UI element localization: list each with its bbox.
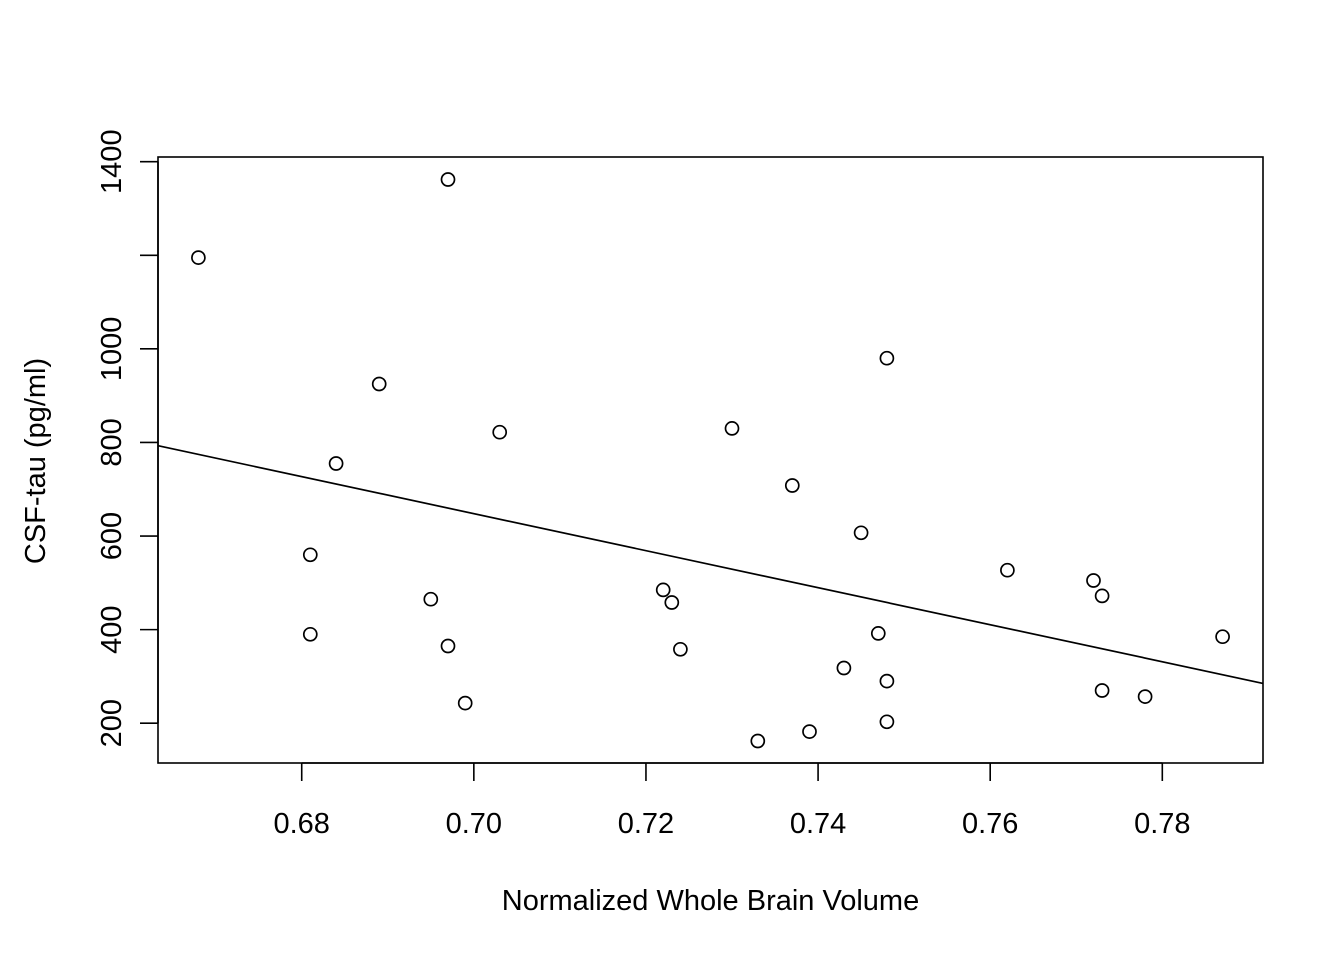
x-tick-label: 0.70 — [446, 808, 502, 840]
data-point — [1137, 689, 1153, 704]
data-point — [836, 660, 852, 676]
data-point — [1094, 683, 1110, 698]
data-point — [440, 172, 456, 187]
y-tick-label: 600 — [96, 512, 128, 560]
x-tick-label: 0.68 — [273, 808, 329, 840]
data-point — [750, 733, 766, 749]
data-point — [879, 673, 895, 689]
y-axis: 200 400 600 800 1000 1400 — [96, 129, 159, 747]
data-point — [673, 641, 688, 657]
x-tick-label: 0.78 — [1134, 808, 1190, 840]
points-layer — [191, 172, 1230, 749]
x-axis-label: Normalized Whole Brain Volume — [502, 885, 919, 917]
data-point — [191, 250, 206, 265]
data-point — [784, 478, 800, 493]
data-point — [879, 714, 895, 730]
data-point — [328, 456, 344, 471]
y-tick-label: 1000 — [96, 317, 128, 382]
data-point — [870, 626, 886, 641]
data-point — [440, 638, 456, 654]
x-tick-label: 0.72 — [618, 808, 674, 840]
data-point — [802, 724, 817, 739]
y-tick-label: 200 — [96, 699, 128, 747]
data-point — [664, 595, 680, 610]
data-point — [1094, 588, 1110, 604]
data-point — [724, 421, 740, 436]
data-point — [1215, 629, 1230, 645]
y-axis-label: CSF-tau (pg/ml) — [20, 358, 52, 564]
x-tick-label: 0.74 — [790, 808, 846, 840]
regression-line-layer — [157, 444, 1264, 685]
data-point — [302, 626, 318, 642]
data-point — [423, 591, 439, 607]
y-tick-label: 1400 — [96, 129, 128, 194]
x-axis: 0.68 0.70 0.72 0.74 0.76 0.78 — [273, 762, 1191, 840]
data-point — [1000, 562, 1015, 578]
data-point — [1086, 573, 1101, 588]
data-point — [302, 547, 318, 563]
data-point — [371, 376, 387, 392]
y-tick-label: 400 — [96, 605, 128, 653]
plot-frame — [157, 156, 1264, 764]
data-point — [879, 350, 895, 366]
y-tick-label: 800 — [96, 418, 128, 466]
data-point — [492, 424, 508, 440]
x-tick-label: 0.76 — [962, 808, 1018, 840]
data-point — [457, 695, 473, 711]
regression-line — [157, 444, 1264, 685]
data-point — [853, 525, 869, 541]
data-point — [655, 582, 671, 598]
